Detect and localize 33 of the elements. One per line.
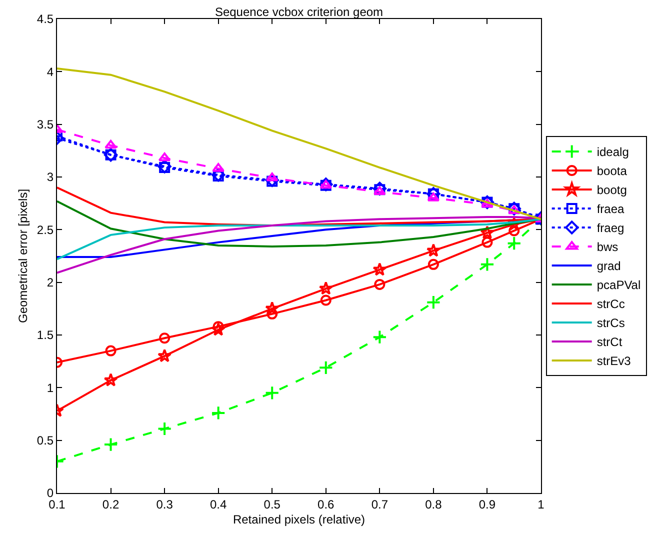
y-tick-label: 0.5 [36,434,54,448]
legend-label: boota [596,164,628,178]
chart-title: Sequence vcbox criterion geom [214,5,384,19]
x-tick-label: 0.7 [371,497,388,512]
legend-label: fraea [596,202,625,216]
y-tick-label: 2.5 [36,222,54,237]
x-tick-label: 0.4 [210,497,227,512]
legend-label: grad [596,259,621,274]
legend-label: bootg [596,183,627,198]
x-tick-label: 0.9 [478,497,496,512]
x-tick-label: 0.2 [102,497,120,512]
legend-label: strCc [596,297,625,312]
x-tick-label: 0.8 [425,497,442,512]
legend-label: strEv3 [596,354,632,368]
x-tick-label: 0.5 [264,497,281,512]
y-tick-label: 1.5 [36,328,54,342]
legend-label: fraeg [596,221,624,236]
x-axis-title: Retained pixels (relative) [232,512,366,526]
y-tick-label: 4.5 [36,12,54,26]
y-tick-label: 3 [46,170,54,184]
y-tick-label: 3.5 [36,118,54,132]
legend-label: idealg [596,145,629,160]
legend-label: bws [596,240,618,254]
y-tick-label: 1 [46,380,54,395]
y-axis-title: Geometrical error [pixels] [16,188,30,324]
legend-label: pcaPVal [596,278,641,292]
x-tick-label: 1 [538,497,545,512]
legend-label: strCt [596,335,623,350]
x-tick-label: 0.6 [318,497,335,512]
y-tick-label: 4 [46,64,54,79]
x-tick-label: 0.3 [156,497,174,512]
legend-label: strCs [596,316,625,330]
y-tick-label: 2 [46,276,54,290]
